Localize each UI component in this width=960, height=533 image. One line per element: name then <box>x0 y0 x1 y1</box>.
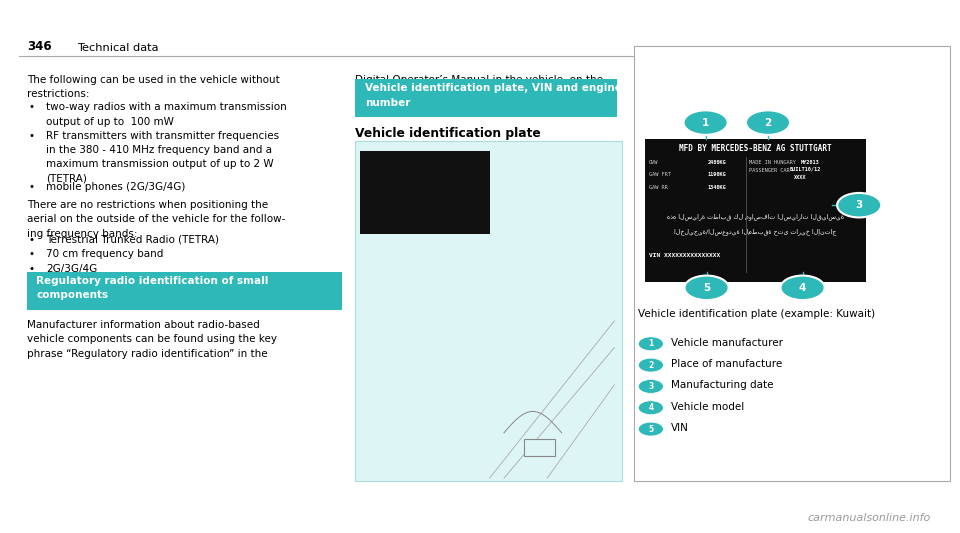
Text: MADE IN HUNGARY: MADE IN HUNGARY <box>750 160 796 165</box>
Text: Place of manufacture: Place of manufacture <box>671 359 782 369</box>
FancyBboxPatch shape <box>355 141 622 481</box>
Text: •: • <box>29 235 35 245</box>
Text: 1: 1 <box>702 118 709 127</box>
Text: MFD BY MERCEDES-BENZ AG STUTTGART: MFD BY MERCEDES-BENZ AG STUTTGART <box>680 144 831 153</box>
Text: 70 cm frequency band: 70 cm frequency band <box>46 249 163 260</box>
Text: Technical data: Technical data <box>77 43 158 53</box>
Text: VIN XXXXXXXXXXXXXXX: VIN XXXXXXXXXXXXXXX <box>649 253 720 258</box>
Text: There are no restrictions when positioning the
aerial on the outside of the vehi: There are no restrictions when positioni… <box>27 200 285 239</box>
Text: 1: 1 <box>648 340 654 348</box>
Text: Digital Operator’s Manual in the vehicle, on the
internet and in the app.: Digital Operator’s Manual in the vehicle… <box>355 75 603 99</box>
Text: XXXX: XXXX <box>794 175 806 180</box>
Text: mobile phones (2G/3G/4G): mobile phones (2G/3G/4G) <box>46 182 185 192</box>
Text: PASSENGER CAR: PASSENGER CAR <box>750 168 790 173</box>
Text: 3: 3 <box>648 382 654 391</box>
FancyBboxPatch shape <box>634 46 950 481</box>
Circle shape <box>684 110 728 135</box>
Text: Vehicle manufacturer: Vehicle manufacturer <box>671 338 783 348</box>
Circle shape <box>638 422 663 436</box>
Circle shape <box>684 276 729 300</box>
Text: The following can be used in the vehicle without
restrictions:: The following can be used in the vehicle… <box>27 75 279 99</box>
Text: Manufacturing date: Manufacturing date <box>671 381 774 390</box>
Text: MY2013: MY2013 <box>801 160 820 165</box>
Text: 3: 3 <box>855 200 863 210</box>
Text: هذه السيارة تطابق كل مواصفات السيارات القياسية: هذه السيارة تطابق كل مواصفات السيارات ال… <box>667 213 844 220</box>
Text: 2480KG

1190KG

1340KG: 2480KG 1190KG 1340KG <box>708 160 727 190</box>
Text: 2G/3G/4G: 2G/3G/4G <box>46 264 97 274</box>
Text: carmanualsonline.info: carmanualsonline.info <box>808 513 931 523</box>
Circle shape <box>746 110 790 135</box>
Circle shape <box>837 193 881 217</box>
Text: 4: 4 <box>648 403 654 412</box>
FancyBboxPatch shape <box>355 79 617 117</box>
Text: BUILT10/12: BUILT10/12 <box>790 166 821 171</box>
Text: Vehicle identification plate (example: Kuwait): Vehicle identification plate (example: K… <box>638 309 876 319</box>
Circle shape <box>638 337 663 351</box>
Text: 2: 2 <box>648 361 654 369</box>
Text: Vehicle model: Vehicle model <box>671 402 744 411</box>
Text: الخليجية/السعودية المطبقة حتى تاريخ الإنتاج: الخليجية/السعودية المطبقة حتى تاريخ الإن… <box>674 228 837 235</box>
Circle shape <box>638 379 663 393</box>
Text: 5: 5 <box>703 283 710 293</box>
Text: VIN: VIN <box>671 423 689 433</box>
Text: •: • <box>29 264 35 274</box>
Text: 5: 5 <box>648 425 654 433</box>
FancyBboxPatch shape <box>27 272 342 310</box>
Circle shape <box>780 276 825 300</box>
FancyBboxPatch shape <box>645 139 866 282</box>
Text: 2: 2 <box>764 118 772 127</box>
Circle shape <box>638 358 663 372</box>
Text: Regulatory radio identification of small
components: Regulatory radio identification of small… <box>36 276 269 301</box>
Text: •: • <box>29 102 35 112</box>
Text: Vehicle identification plate, VIN and engine
number: Vehicle identification plate, VIN and en… <box>365 83 622 108</box>
Text: GVW

GAW FRT

GAW RR: GVW GAW FRT GAW RR <box>649 160 671 190</box>
Text: 346: 346 <box>27 41 52 53</box>
Text: •: • <box>29 249 35 260</box>
Text: 4: 4 <box>799 283 806 293</box>
Text: •: • <box>29 131 35 141</box>
Text: two-way radios with a maximum transmission
output of up to  100 mW: two-way radios with a maximum transmissi… <box>46 102 287 127</box>
Text: Terrestrial Trunked Radio (TETRA): Terrestrial Trunked Radio (TETRA) <box>46 235 219 245</box>
FancyBboxPatch shape <box>360 151 490 234</box>
Circle shape <box>638 401 663 415</box>
Text: Vehicle identification plate: Vehicle identification plate <box>355 127 540 140</box>
FancyBboxPatch shape <box>524 439 555 456</box>
Text: RF transmitters with transmitter frequencies
in the 380 - 410 MHz frequency band: RF transmitters with transmitter frequen… <box>46 131 279 184</box>
Text: •: • <box>29 182 35 192</box>
Text: Manufacturer information about radio-based
vehicle components can be found using: Manufacturer information about radio-bas… <box>27 320 276 359</box>
